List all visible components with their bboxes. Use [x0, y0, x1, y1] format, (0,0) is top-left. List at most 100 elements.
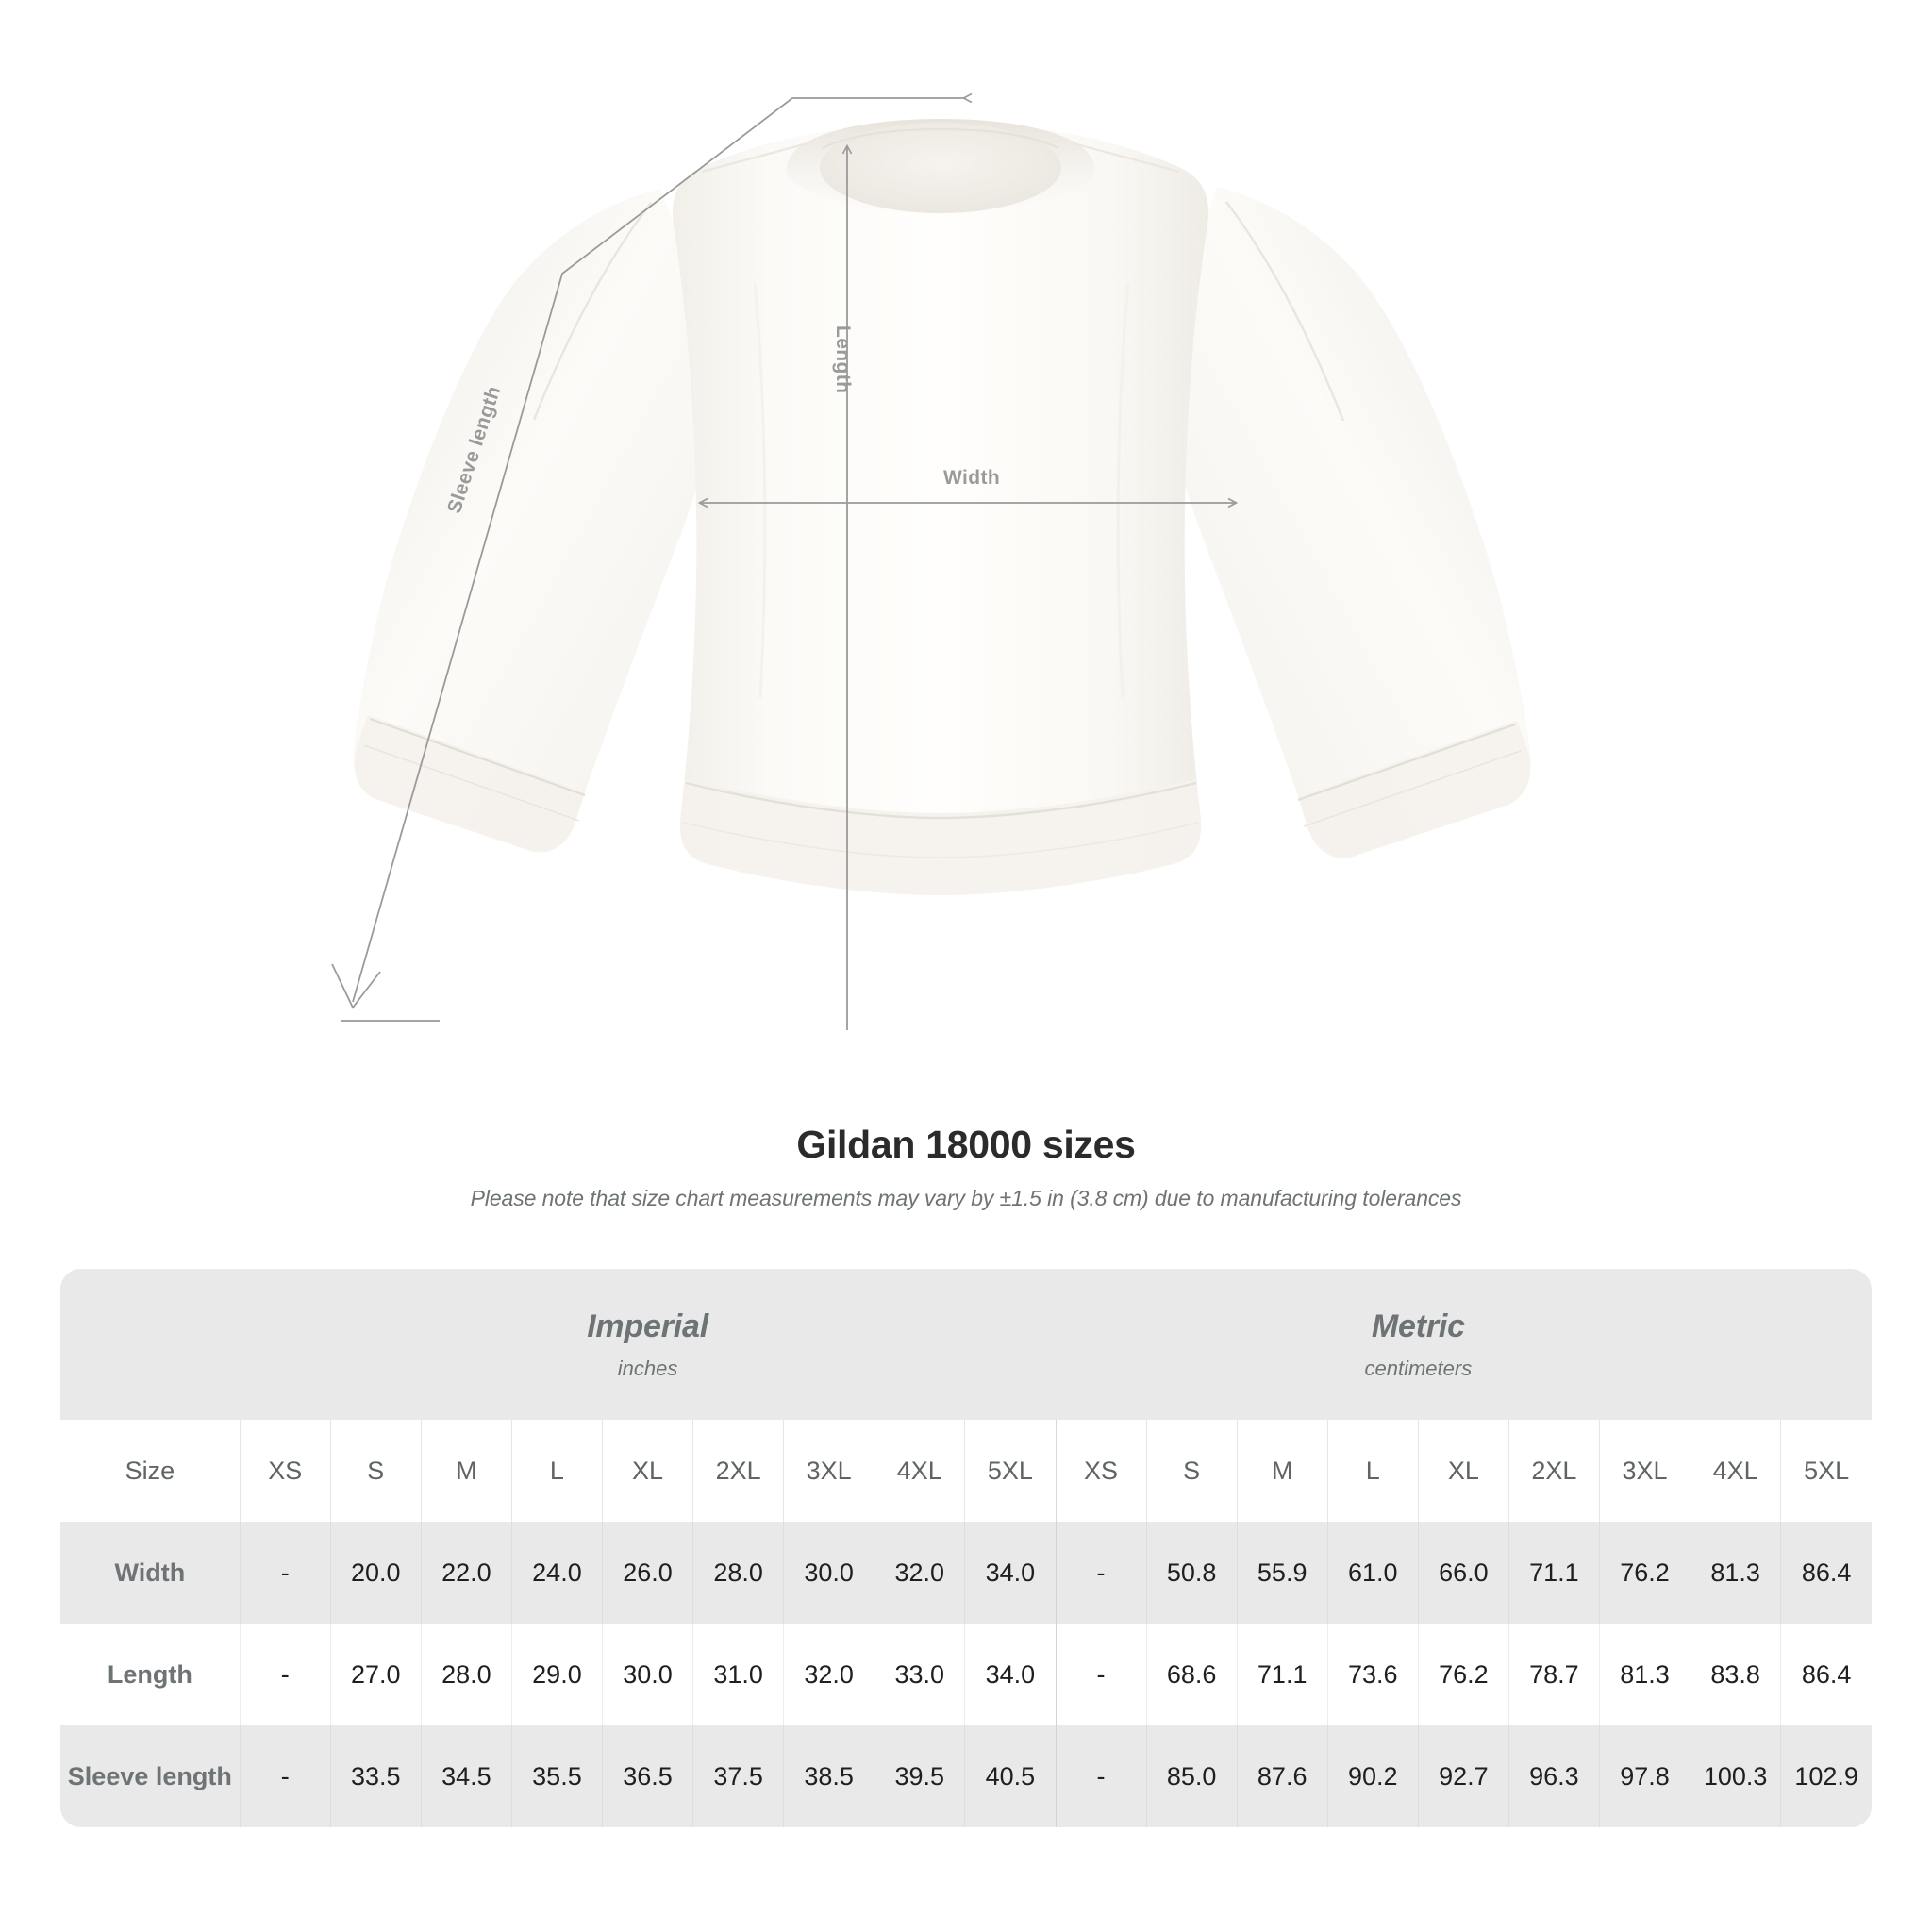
row-label-sleeve-length: Sleeve length [60, 1725, 241, 1827]
unit-name-imperial: Imperial [587, 1307, 708, 1344]
header-metric-s: S [1145, 1420, 1238, 1522]
header-metric-xs: XS [1055, 1420, 1147, 1522]
sleeve-metric-s: 85.0 [1145, 1725, 1238, 1827]
width-imperial-2xl: 28.0 [692, 1522, 784, 1624]
length-imperial-2xl: 31.0 [692, 1624, 784, 1725]
row-label-length: Length [60, 1624, 241, 1725]
width-metric-xs: - [1055, 1522, 1147, 1624]
width-metric-l: 61.0 [1326, 1522, 1419, 1624]
length-imperial-l: 29.0 [510, 1624, 603, 1725]
length-imperial-xl: 30.0 [601, 1624, 693, 1725]
width-imperial-3xl: 30.0 [783, 1522, 874, 1624]
table-row-length: Length - 27.0 28.0 29.0 30.0 31.0 32.0 3… [60, 1624, 1872, 1725]
length-metric-3xl: 81.3 [1598, 1624, 1690, 1725]
sleeve-metric-3xl: 97.8 [1598, 1725, 1690, 1827]
sleeve-metric-xs: - [1055, 1725, 1147, 1827]
sleeve-imperial-s: 33.5 [329, 1725, 422, 1827]
width-metric-4xl: 81.3 [1690, 1522, 1781, 1624]
size-header-row: Size XS S M L XL 2XL 3XL 4XL 5XL XS S M … [60, 1420, 1872, 1522]
header-imperial-m: M [420, 1420, 512, 1522]
header-imperial-3xl: 3XL [783, 1420, 874, 1522]
sleeve-imperial-5xl: 40.5 [964, 1725, 1056, 1827]
row-label-width: Width [60, 1522, 241, 1624]
width-imperial-xs: - [239, 1522, 331, 1624]
header-metric-xl: XL [1417, 1420, 1509, 1522]
sleeve-imperial-xs: - [239, 1725, 331, 1827]
length-metric-2xl: 78.7 [1507, 1624, 1600, 1725]
header-metric-4xl: 4XL [1690, 1420, 1781, 1522]
table-row-width: Width - 20.0 22.0 24.0 26.0 28.0 30.0 32… [60, 1522, 1872, 1624]
unit-group-imperial: Imperial inches [240, 1269, 1056, 1420]
length-imperial-5xl: 34.0 [964, 1624, 1056, 1725]
unit-banner-row: Imperial inches Metric centimeters [60, 1269, 1872, 1420]
length-metric-xl: 76.2 [1417, 1624, 1509, 1725]
length-metric-s: 68.6 [1145, 1624, 1238, 1725]
length-label: Length [832, 325, 854, 394]
width-metric-3xl: 76.2 [1598, 1522, 1690, 1624]
length-metric-m: 71.1 [1236, 1624, 1328, 1725]
length-imperial-3xl: 32.0 [783, 1624, 874, 1725]
header-imperial-l: L [510, 1420, 603, 1522]
sleeve-metric-5xl: 102.9 [1780, 1725, 1872, 1827]
header-metric-3xl: 3XL [1598, 1420, 1690, 1522]
width-imperial-m: 22.0 [420, 1522, 512, 1624]
sleeve-imperial-m: 34.5 [420, 1725, 512, 1827]
width-metric-5xl: 86.4 [1780, 1522, 1872, 1624]
garment-illustration: Length Width Sleeve length [331, 0, 1532, 1030]
width-imperial-l: 24.0 [510, 1522, 603, 1624]
width-metric-s: 50.8 [1145, 1522, 1238, 1624]
header-imperial-s: S [329, 1420, 422, 1522]
unit-sub-imperial: inches [617, 1356, 678, 1380]
sleeve-metric-2xl: 96.3 [1507, 1725, 1600, 1827]
size-table-container: Imperial inches Metric centimeters Size … [60, 1269, 1872, 1827]
header-metric-5xl: 5XL [1780, 1420, 1872, 1522]
length-metric-4xl: 83.8 [1690, 1624, 1781, 1725]
title-block: Gildan 18000 sizes Please note that size… [0, 1123, 1932, 1211]
unit-group-metric: Metric centimeters [1056, 1269, 1781, 1420]
length-imperial-m: 28.0 [420, 1624, 512, 1725]
unit-name-metric: Metric [1371, 1307, 1465, 1344]
length-imperial-xs: - [239, 1624, 331, 1725]
width-metric-xl: 66.0 [1417, 1522, 1509, 1624]
sweatshirt-body [673, 119, 1208, 895]
left-sleeve [353, 189, 718, 853]
length-metric-l: 73.6 [1326, 1624, 1419, 1725]
width-imperial-xl: 26.0 [601, 1522, 693, 1624]
sleeve-metric-4xl: 100.3 [1690, 1725, 1781, 1827]
header-metric-m: M [1236, 1420, 1328, 1522]
length-imperial-4xl: 33.0 [874, 1624, 965, 1725]
unit-sub-metric: centimeters [1364, 1356, 1473, 1380]
width-metric-m: 55.9 [1236, 1522, 1328, 1624]
width-label: Width [943, 467, 1001, 489]
table-row-sleeve-length: Sleeve length - 33.5 34.5 35.5 36.5 37.5… [60, 1725, 1872, 1827]
sleeve-arrow-head [331, 963, 381, 1009]
header-metric-2xl: 2XL [1507, 1420, 1600, 1522]
tolerance-note: Please note that size chart measurements… [470, 1186, 1462, 1210]
header-imperial-xl: XL [601, 1420, 693, 1522]
sleeve-imperial-2xl: 37.5 [692, 1725, 784, 1827]
width-metric-2xl: 71.1 [1507, 1522, 1600, 1624]
sleeve-measure-line [352, 98, 964, 1003]
header-imperial-5xl: 5XL [964, 1420, 1056, 1522]
page-title: Gildan 18000 sizes [796, 1123, 1136, 1166]
measurement-guides [331, 98, 1236, 1030]
header-size-label: Size [60, 1420, 241, 1522]
sleeve-imperial-4xl: 39.5 [874, 1725, 965, 1827]
header-imperial-2xl: 2XL [692, 1420, 784, 1522]
sleeve-metric-l: 90.2 [1326, 1725, 1419, 1827]
unit-banner-spacer [60, 1269, 241, 1420]
width-imperial-s: 20.0 [329, 1522, 422, 1624]
sleeve-imperial-l: 35.5 [510, 1725, 603, 1827]
sleeve-imperial-3xl: 38.5 [783, 1725, 874, 1827]
width-imperial-4xl: 32.0 [874, 1522, 965, 1624]
sweatshirt-diagram-svg [331, 0, 1532, 1030]
right-sleeve [1165, 187, 1532, 858]
length-metric-5xl: 86.4 [1780, 1624, 1872, 1725]
sleeve-imperial-xl: 36.5 [601, 1725, 693, 1827]
sleeve-metric-m: 87.6 [1236, 1725, 1328, 1827]
header-imperial-xs: XS [239, 1420, 331, 1522]
header-metric-l: L [1326, 1420, 1419, 1522]
header-imperial-4xl: 4XL [874, 1420, 965, 1522]
length-metric-xs: - [1055, 1624, 1147, 1725]
